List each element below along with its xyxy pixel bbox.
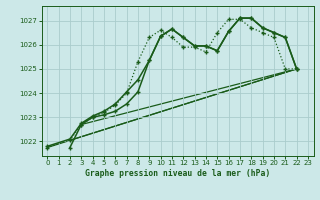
X-axis label: Graphe pression niveau de la mer (hPa): Graphe pression niveau de la mer (hPa) — [85, 169, 270, 178]
